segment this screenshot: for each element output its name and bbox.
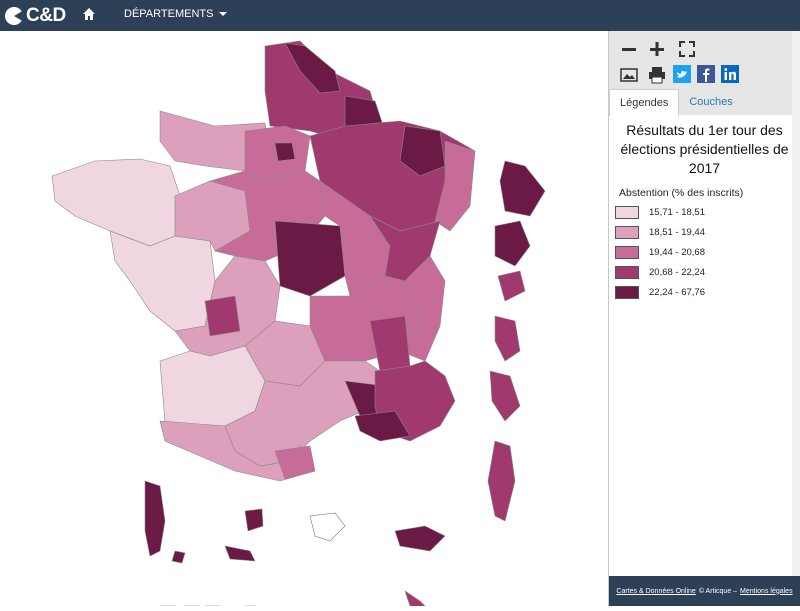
- footer: Cartes & Données Online © Articque – Men…: [609, 576, 800, 606]
- legend-subtitle: Abstention (% des inscrits): [619, 187, 744, 199]
- region-guyane: [499, 160, 546, 217]
- region-nouvelle-caledonie: [224, 545, 256, 562]
- legend-swatch: [615, 226, 639, 239]
- region-vendee-dark: [204, 295, 241, 337]
- region-wallis: [244, 508, 264, 532]
- region-saint-pierre: [394, 525, 446, 552]
- linkedin-icon[interactable]: [721, 65, 741, 85]
- departements-menu-label: DÉPARTEMENTS: [124, 8, 214, 20]
- legend-swatch: [615, 286, 639, 299]
- footer-link-cartes[interactable]: Cartes & Données Online: [616, 587, 696, 595]
- home-icon[interactable]: [82, 7, 98, 23]
- legend-class-row: 20,68 - 22,24: [615, 266, 705, 279]
- tab-legendes[interactable]: Légendes: [609, 89, 680, 116]
- side-panel: Légendes Couches Résultats du 1er tour d…: [608, 31, 800, 606]
- region-provence-dark: [354, 410, 411, 442]
- legend-class-label: 15,71 - 18,51: [649, 207, 705, 218]
- footer-copyright: © Articque –: [698, 587, 738, 595]
- region-paris-center: [274, 142, 296, 162]
- twitter-icon[interactable]: [673, 65, 693, 85]
- print-icon[interactable]: [647, 65, 667, 85]
- logo-icon: [5, 6, 24, 25]
- fullscreen-icon[interactable]: [677, 39, 697, 59]
- region-lorraine-dark: [399, 125, 446, 177]
- region-roussillon: [274, 445, 316, 480]
- region-corse: [487, 440, 516, 522]
- legend-class-label: 19,44 - 20,68: [649, 247, 705, 258]
- facebook-icon[interactable]: [697, 65, 717, 85]
- region-outline-sud: [309, 512, 346, 542]
- region-alpes-dark: [369, 315, 411, 372]
- region-martinique: [494, 315, 521, 362]
- region-small-island-1: [171, 550, 186, 564]
- region-pays-de-la-loire: [109, 230, 216, 332]
- map-canvas[interactable]: [0, 31, 608, 611]
- legend-title: Résultats du 1er tour des élections prés…: [620, 122, 789, 176]
- legend-class-label: 20,68 - 22,24: [649, 267, 705, 278]
- legend-swatch: [615, 266, 639, 279]
- region-centre-dark: [274, 220, 346, 297]
- legend-class-label: 18,51 - 19,44: [649, 227, 705, 238]
- footer-link-mentions[interactable]: Mentions légales: [740, 587, 793, 595]
- chevron-down-icon: [219, 12, 228, 16]
- logo[interactable]: C&D: [4, 4, 66, 27]
- legend-class-label: 22,24 - 67,76: [649, 287, 705, 298]
- scrollbar[interactable]: [792, 31, 800, 576]
- region-rhone-alpes: [399, 255, 446, 362]
- top-navbar: C&D DÉPARTEMENTS: [0, 0, 800, 31]
- legend-class-row: 22,24 - 67,76: [615, 286, 705, 299]
- legend-class-row: 15,71 - 18,51: [615, 206, 705, 219]
- region-polynesie: [144, 480, 166, 557]
- legend-swatch: [615, 206, 639, 219]
- logo-text: C&D: [26, 4, 66, 26]
- image-icon[interactable]: [619, 65, 639, 85]
- region-mayotte: [489, 370, 521, 422]
- departements-menu[interactable]: DÉPARTEMENTS: [124, 8, 228, 20]
- legend-class-row: 19,44 - 20,68: [615, 246, 705, 259]
- legend-swatch: [615, 246, 639, 259]
- region-alsace: [434, 140, 476, 232]
- legend-class-row: 18,51 - 19,44: [615, 226, 705, 239]
- region-reunion: [494, 220, 531, 267]
- region-nord-dark: [284, 42, 341, 94]
- plus-icon[interactable]: [647, 39, 667, 59]
- tab-couches[interactable]: Couches: [689, 96, 733, 108]
- panel-tabs: Légendes Couches: [609, 89, 743, 116]
- region-guadeloupe: [497, 270, 526, 302]
- choropleth-map[interactable]: [0, 31, 608, 611]
- region-kerguelen: [404, 590, 431, 611]
- minus-icon[interactable]: [619, 39, 639, 59]
- panel-toolbar: Légendes Couches: [609, 31, 800, 116]
